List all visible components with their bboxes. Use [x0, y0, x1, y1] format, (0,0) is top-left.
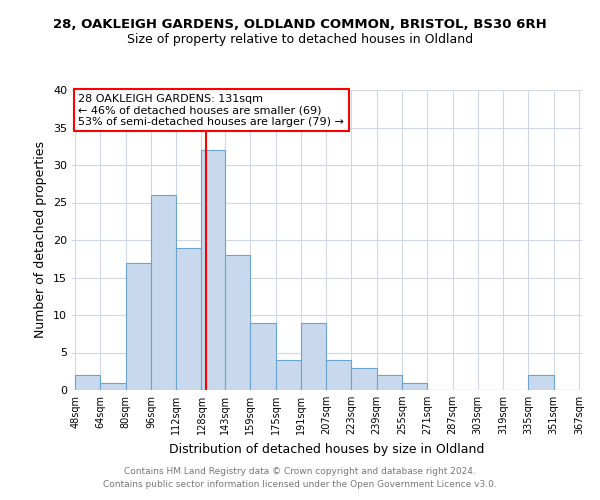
Bar — [225, 255, 250, 390]
Bar — [377, 375, 402, 390]
Text: Contains public sector information licensed under the Open Government Licence v3: Contains public sector information licen… — [103, 480, 497, 489]
Bar — [352, 368, 377, 390]
Bar — [125, 262, 151, 390]
Bar — [275, 360, 301, 390]
Bar — [402, 382, 427, 390]
Bar — [151, 195, 176, 390]
Bar — [176, 248, 202, 390]
Bar — [301, 322, 326, 390]
Text: 28, OAKLEIGH GARDENS, OLDLAND COMMON, BRISTOL, BS30 6RH: 28, OAKLEIGH GARDENS, OLDLAND COMMON, BR… — [53, 18, 547, 30]
Bar — [202, 150, 225, 390]
Bar — [326, 360, 352, 390]
Text: Contains HM Land Registry data © Crown copyright and database right 2024.: Contains HM Land Registry data © Crown c… — [124, 467, 476, 476]
Bar — [250, 322, 275, 390]
Text: 28 OAKLEIGH GARDENS: 131sqm
← 46% of detached houses are smaller (69)
53% of sem: 28 OAKLEIGH GARDENS: 131sqm ← 46% of det… — [79, 94, 344, 127]
Bar — [75, 375, 100, 390]
Bar — [100, 382, 125, 390]
Bar — [529, 375, 554, 390]
Text: Size of property relative to detached houses in Oldland: Size of property relative to detached ho… — [127, 32, 473, 46]
X-axis label: Distribution of detached houses by size in Oldland: Distribution of detached houses by size … — [169, 442, 485, 456]
Y-axis label: Number of detached properties: Number of detached properties — [34, 142, 47, 338]
